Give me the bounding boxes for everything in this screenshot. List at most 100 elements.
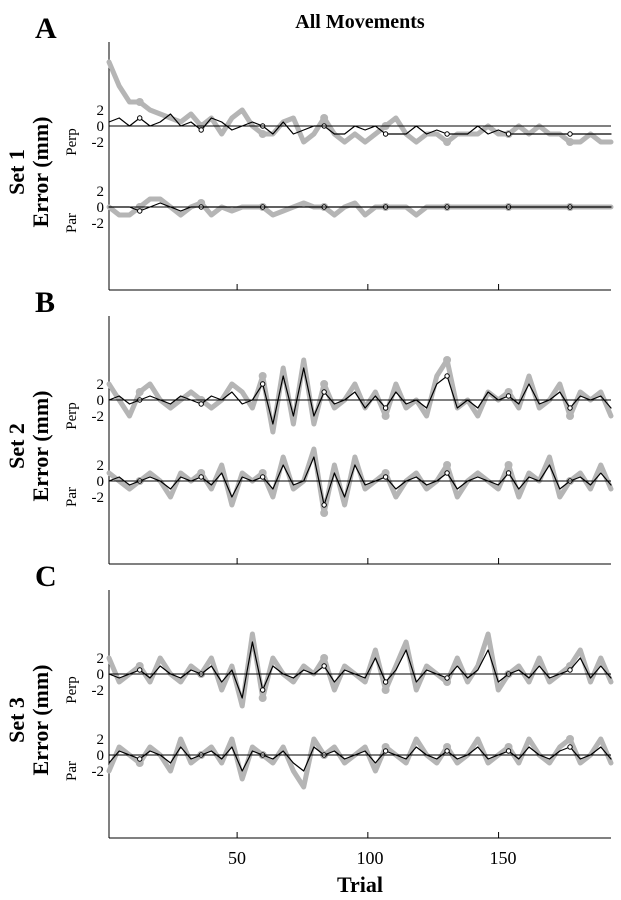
series-perp-thick-gray [106, 357, 614, 435]
point-marker [137, 115, 143, 121]
point-marker [504, 461, 513, 469]
component-label-perp: Perp [64, 402, 80, 430]
point-marker [198, 127, 204, 133]
point-marker [320, 380, 329, 388]
point-marker [444, 748, 450, 754]
point-marker [504, 743, 513, 751]
series-perp-thick-gray [106, 631, 614, 709]
point-marker [381, 412, 390, 420]
point-marker [567, 405, 573, 411]
point-marker [137, 756, 143, 762]
point-marker [259, 687, 266, 693]
point-marker [443, 678, 452, 686]
set-label: Set 3Error (mm) [4, 665, 53, 776]
y-tick-label: 0 [97, 119, 105, 135]
point-marker [320, 114, 329, 122]
panel-letter-b: B [35, 286, 55, 319]
point-marker [381, 686, 390, 694]
x-axis-label: Trial [337, 872, 383, 897]
point-marker [382, 748, 389, 754]
point-marker [505, 131, 512, 137]
point-marker [321, 663, 327, 669]
y-tick-label: 0 [97, 474, 105, 490]
component-label-par: Par [64, 213, 80, 233]
y-axis-label: Error (mm) [28, 391, 53, 502]
series-perp-thin-black [108, 641, 612, 699]
point-marker [320, 509, 329, 517]
point-marker [381, 469, 390, 477]
y-tick-label: -2 [92, 135, 105, 151]
point-marker [505, 470, 512, 476]
series-par-thick-gray [106, 446, 614, 516]
point-marker [443, 356, 452, 364]
point-marker [321, 502, 327, 508]
y-tick-label: 2 [97, 103, 105, 119]
y-tick-label: -2 [92, 764, 105, 780]
point-marker [444, 131, 450, 137]
y-tick-label: -2 [92, 683, 105, 699]
point-marker [443, 461, 452, 469]
component-label-perp: Perp [64, 676, 80, 704]
y-tick-label: 0 [97, 748, 105, 764]
point-marker [567, 667, 573, 673]
series-perp-thick-gray [106, 59, 614, 145]
point-marker [566, 735, 575, 743]
point-marker [258, 694, 267, 702]
y-tick-label: -2 [92, 490, 105, 506]
point-marker [567, 131, 573, 137]
set-title: Set 3 [4, 697, 29, 743]
y-tick-label: 2 [97, 377, 105, 393]
point-marker [135, 388, 144, 396]
point-marker [444, 470, 450, 476]
component-label-perp: Perp [64, 128, 80, 156]
point-marker [135, 98, 144, 106]
y-axis-label: Error (mm) [28, 117, 53, 228]
point-marker [382, 474, 389, 480]
component-label-par: Par [64, 761, 80, 781]
series-par-thin-black [108, 746, 612, 772]
point-marker [505, 393, 512, 399]
point-marker [137, 208, 143, 214]
point-marker [504, 388, 513, 396]
point-marker [137, 667, 143, 673]
y-tick-label: 2 [97, 732, 105, 748]
point-marker [566, 412, 575, 420]
set-title: Set 2 [4, 423, 29, 469]
point-marker [258, 130, 267, 138]
point-marker [566, 138, 575, 146]
point-marker [197, 469, 206, 477]
y-tick-label: 2 [97, 458, 105, 474]
point-marker [135, 759, 144, 767]
point-marker [567, 744, 573, 750]
point-marker [443, 743, 452, 751]
x-tick-label-150: 150 [490, 848, 517, 868]
set-label: Set 1Error (mm) [4, 117, 53, 228]
point-marker [444, 675, 450, 681]
point-marker [198, 401, 204, 407]
x-tick-label-100: 100 [357, 848, 384, 868]
y-axis-label: Error (mm) [28, 665, 53, 776]
point-marker [259, 381, 266, 387]
y-tick-label: 0 [97, 667, 105, 683]
point-marker [321, 389, 327, 395]
y-tick-label: 2 [97, 184, 105, 200]
point-marker [382, 679, 389, 685]
y-tick-label: 2 [97, 651, 105, 667]
point-marker [381, 743, 390, 751]
point-marker [444, 373, 450, 379]
set-label: Set 2Error (mm) [4, 391, 53, 502]
series-perp-thin-black [108, 113, 612, 135]
component-label-par: Par [64, 487, 80, 507]
panel-letter-a: A [35, 12, 57, 45]
series-par-thin-black [108, 456, 612, 506]
point-marker [135, 662, 144, 670]
set-title: Set 1 [4, 149, 29, 195]
y-tick-label: 0 [97, 200, 105, 216]
series-par-thick-gray [106, 736, 614, 790]
point-marker [382, 131, 389, 137]
